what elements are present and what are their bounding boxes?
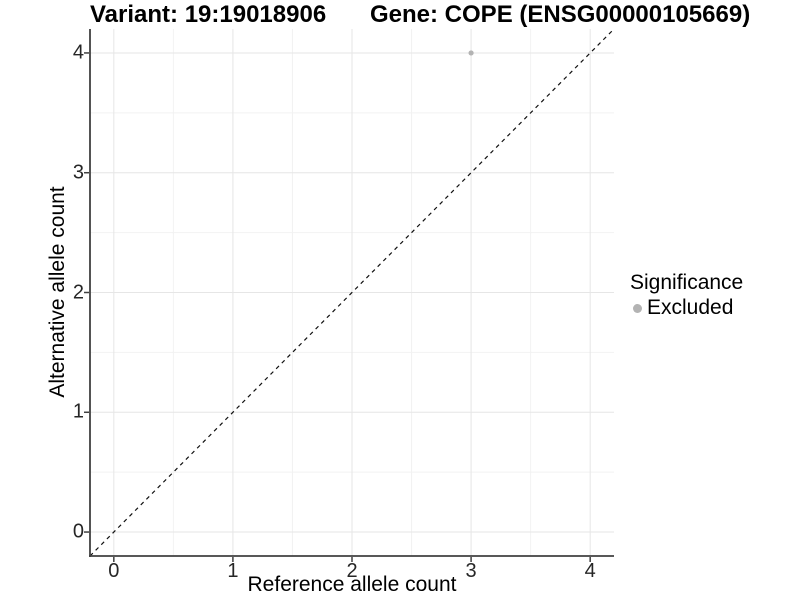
- variant-title: Variant: 19:19018906: [90, 1, 327, 28]
- x-tick-label: 4: [584, 560, 596, 582]
- data-point: [468, 50, 474, 56]
- x-tick-label: 1: [227, 560, 239, 582]
- y-axis-label: Alternative allele count: [46, 186, 69, 398]
- x-tick-label: 0: [108, 560, 120, 582]
- x-tick-label: 2: [346, 560, 358, 582]
- gene-title: Gene: COPE (ENSG00000105669): [370, 1, 751, 28]
- identity-line: [89, 28, 615, 557]
- legend: Significance Excluded: [630, 272, 743, 319]
- y-tick-label: 0: [72, 520, 84, 543]
- x-axis-label: Reference allele count: [247, 573, 457, 596]
- legend-entry-excluded: Excluded: [633, 297, 743, 319]
- legend-title: Significance: [630, 271, 744, 294]
- x-tick-label: 3: [465, 560, 477, 582]
- y-tick-label: 2: [72, 281, 84, 303]
- y-tick-label: 3: [72, 161, 84, 184]
- y-tick-label: 1: [72, 400, 84, 423]
- excluded-point-swatch-icon: [633, 303, 642, 313]
- legend-entry-label: Excluded: [647, 296, 734, 319]
- y-tick-label: 4: [72, 41, 84, 64]
